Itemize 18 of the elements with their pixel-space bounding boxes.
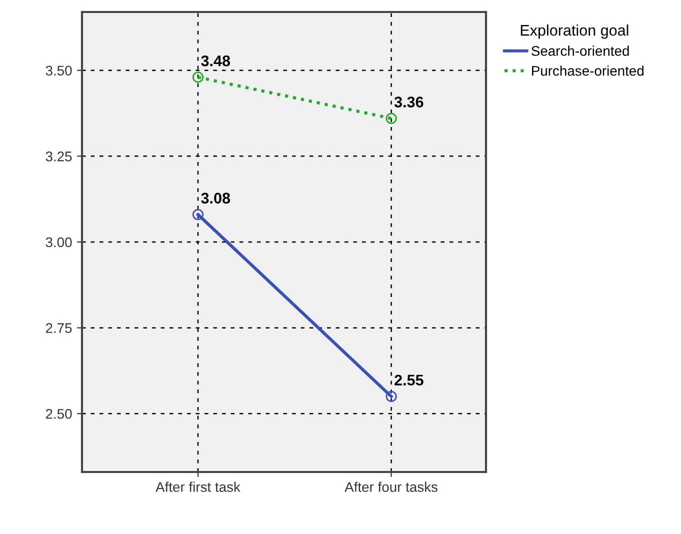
data-label: 3.48 bbox=[201, 55, 230, 66]
y-tick-label: 2.75 bbox=[46, 323, 72, 333]
legend-title: Exploration goal bbox=[520, 24, 628, 39]
x-tick-label: After first task bbox=[156, 482, 240, 492]
point bbox=[192, 72, 204, 83]
y-tick-label: 3.00 bbox=[46, 237, 72, 248]
legend-label: Search-oriented bbox=[532, 46, 629, 56]
point bbox=[386, 112, 397, 124]
data-label: 3.36 bbox=[394, 96, 424, 108]
y-tick-label: 3.50 bbox=[46, 66, 72, 76]
y-tick-label: 2.50 bbox=[46, 408, 72, 419]
y-tick-label: 3.25 bbox=[46, 152, 72, 162]
point bbox=[192, 208, 204, 220]
x-tick-label: After four tasks bbox=[344, 482, 438, 492]
data-label: 3.08 bbox=[201, 192, 230, 204]
legend-label: Purchase-oriented bbox=[532, 66, 644, 76]
data-label: 2.55 bbox=[394, 374, 424, 386]
point bbox=[386, 390, 397, 402]
